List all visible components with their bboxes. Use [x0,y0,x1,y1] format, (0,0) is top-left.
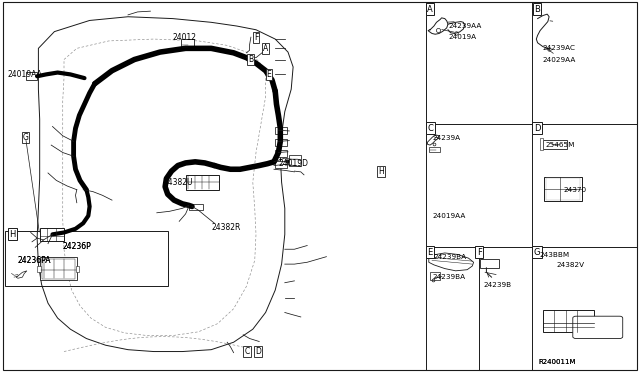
Text: 243BBM: 243BBM [540,252,570,258]
Bar [40,228,64,241]
Text: 24236PA: 24236PA [18,256,51,265]
Text: B: B [248,55,253,64]
Bar [430,272,440,280]
Text: G: G [534,248,540,257]
Text: 24236P: 24236P [63,242,92,251]
Text: 24236PA: 24236PA [18,256,51,265]
Bar [186,175,219,190]
Text: 24382R: 24382R [211,223,241,232]
Bar [289,155,301,166]
Bar [37,266,41,272]
Bar [546,178,580,200]
Text: G: G [22,133,29,142]
Bar [26,72,37,80]
Text: 24239A: 24239A [433,135,461,141]
Text: 24019AA: 24019AA [8,70,42,79]
Bar [40,257,77,280]
Text: H: H [378,167,383,176]
Bar [275,127,287,134]
Text: 24382V: 24382V [557,262,585,268]
Text: E: E [428,248,433,257]
Text: 24239BA: 24239BA [433,274,466,280]
Text: B: B [534,5,540,14]
Text: H: H [10,230,16,239]
Bar [189,204,203,210]
Text: 24382U: 24382U [163,178,193,187]
Bar [42,259,75,279]
Text: 24239B: 24239B [483,282,511,288]
Text: D: D [255,347,261,356]
Text: C: C [244,347,250,356]
Text: D: D [534,124,540,133]
Text: E: E [266,70,271,79]
Bar [275,139,287,146]
Bar [275,161,287,168]
Text: 24239AC: 24239AC [543,45,576,51]
Bar [543,310,594,332]
Text: 24029AA: 24029AA [543,57,576,62]
Bar [544,177,582,201]
Text: A: A [428,5,433,14]
Bar [76,266,79,272]
Text: 24012: 24012 [173,33,197,42]
Bar [480,259,499,268]
Bar [540,138,543,150]
Text: F: F [254,33,258,42]
Text: 24019A: 24019A [448,34,476,40]
Text: A: A [263,44,268,53]
Text: 24239BA: 24239BA [434,254,467,260]
Bar [5,231,168,286]
Text: 25465M: 25465M [545,142,575,148]
FancyBboxPatch shape [573,316,623,339]
Text: C: C [427,124,433,133]
Bar [181,39,194,49]
Text: 24019D: 24019D [278,159,308,168]
Text: 24236P: 24236P [63,242,92,251]
Text: R240011M: R240011M [538,359,575,365]
Text: F: F [477,248,482,257]
Bar [275,150,287,157]
Text: R240011M: R240011M [538,359,575,365]
Bar [543,140,567,149]
Text: 24370: 24370 [563,187,586,193]
Text: 24019AA: 24019AA [433,213,466,219]
Bar [429,147,440,152]
Text: 24239AA: 24239AA [448,23,481,29]
